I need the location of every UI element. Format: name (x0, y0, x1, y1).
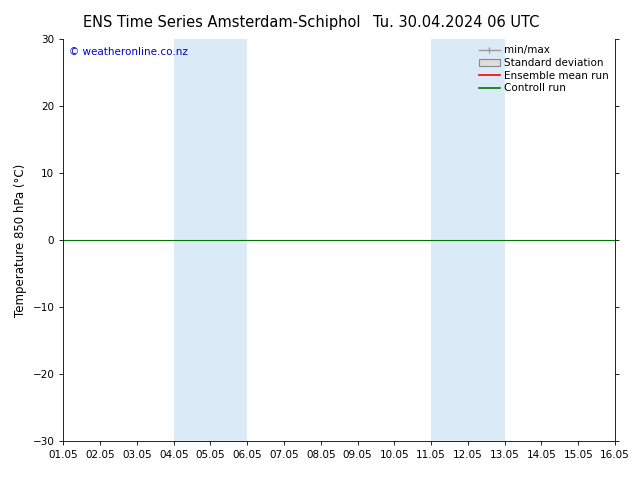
Text: ENS Time Series Amsterdam-Schiphol: ENS Time Series Amsterdam-Schiphol (83, 15, 361, 30)
Y-axis label: Temperature 850 hPa (°C): Temperature 850 hPa (°C) (14, 164, 27, 317)
Bar (174, 39, 247, 441)
Bar (431, 39, 505, 441)
Legend: min/max, Standard deviation, Ensemble mean run, Controll run: min/max, Standard deviation, Ensemble me… (476, 42, 612, 97)
Text: © weatheronline.co.nz: © weatheronline.co.nz (69, 47, 188, 57)
Text: Tu. 30.04.2024 06 UTC: Tu. 30.04.2024 06 UTC (373, 15, 540, 30)
